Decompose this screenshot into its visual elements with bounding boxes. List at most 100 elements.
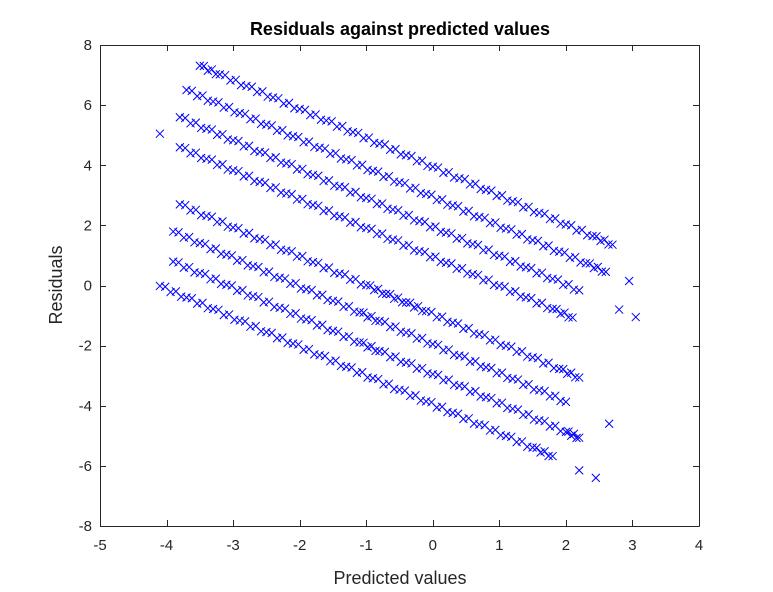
x-tick-label: -3 [226,537,239,554]
scatter-point [597,267,607,276]
scatter-point [371,346,380,356]
scatter-point [301,284,311,294]
scatter-point [356,280,366,289]
scatter-point [228,223,238,232]
scatter-point [282,159,291,168]
scatter-point [604,419,614,429]
scatter-point [449,173,459,182]
scatter-point [624,276,634,286]
scatter-point [549,246,559,256]
scatter-point [309,350,319,359]
scatter-point [328,326,338,336]
scatter-point [282,246,291,255]
scatter-point [496,340,506,350]
scatter-point [195,61,205,71]
scatter-point [502,403,512,413]
scatter-point [202,154,211,164]
scatter-point [208,304,218,314]
scatter-point [349,307,359,316]
scatter-point [556,219,565,229]
scatter-point [496,223,506,233]
scatter-point [600,235,609,245]
scatter-point [341,154,351,164]
scatter-point [329,268,339,278]
scatter-point [248,291,258,301]
scatter-point [250,176,259,186]
scatter-point [375,139,384,149]
x-tick-label: 3 [628,537,636,554]
scatter-point [631,312,641,322]
scatter-point [566,431,576,441]
scatter-point [574,286,584,295]
y-tick-label: 6 [84,97,92,114]
scatter-point [463,239,472,248]
scatter-point [409,215,419,225]
scatter-point [375,316,384,326]
scatter-point [222,250,231,260]
scatter-point [449,350,459,360]
scatter-point [329,181,339,191]
scatter-point [236,80,246,90]
scatter-point [448,408,458,418]
scatter-point [614,305,624,314]
scatter-point [175,200,185,209]
scatter-point [417,306,427,316]
scatter-point [270,272,279,282]
scatter-point [182,293,191,302]
scatter-point [534,416,544,425]
scatter-point [368,373,378,383]
scatter-point [363,165,372,175]
scatter-point [542,273,552,283]
scatter-point [521,262,531,272]
scatter-point [534,385,544,395]
scatter-point [428,162,438,172]
scatter-point [295,104,305,114]
scatter-point [401,358,411,367]
scatter-point [256,326,266,336]
scatter-point [359,308,368,317]
scatter-point [190,268,199,277]
scatter-point [168,257,178,266]
scatter-point [528,352,537,362]
scatter-point [395,385,404,395]
scatter-point [336,361,346,371]
scatter-point [296,284,306,293]
scatter-point [367,341,376,351]
y-tick-label: 2 [84,217,92,234]
scatter-point [283,131,293,140]
scatter-point [155,281,165,291]
scatter-point [388,235,398,244]
scatter-point [393,293,403,302]
scatter-point [368,166,378,176]
scatter-point [182,85,191,95]
scatter-point [441,258,451,268]
scatter-point [532,443,541,453]
scatter-point [561,220,571,229]
scatter-point [508,197,517,206]
scatter-point [508,374,517,384]
scatter-point [195,268,205,278]
scatter-point [522,234,532,244]
scatter-point [168,227,178,236]
scatter-point [288,131,298,141]
scatter-point [476,184,486,194]
scatter-point [554,247,564,257]
scatter-point [572,433,581,443]
y-tick-label: 8 [84,37,92,54]
scatter-point [262,327,271,337]
scatter-point [355,308,364,317]
scatter-point [508,404,517,414]
scatter-point [389,177,399,186]
scatter-point [195,238,205,248]
scatter-point [469,211,479,221]
scatter-point [564,312,573,322]
scatter-point [548,274,557,284]
scatter-point [475,420,484,429]
scatter-point [455,381,464,391]
scatter-point [502,373,512,383]
scatter-point [255,234,265,244]
scatter-point [199,61,209,71]
scatter-point [349,337,359,346]
scatter-point [196,153,206,163]
scatter-point [494,281,504,291]
